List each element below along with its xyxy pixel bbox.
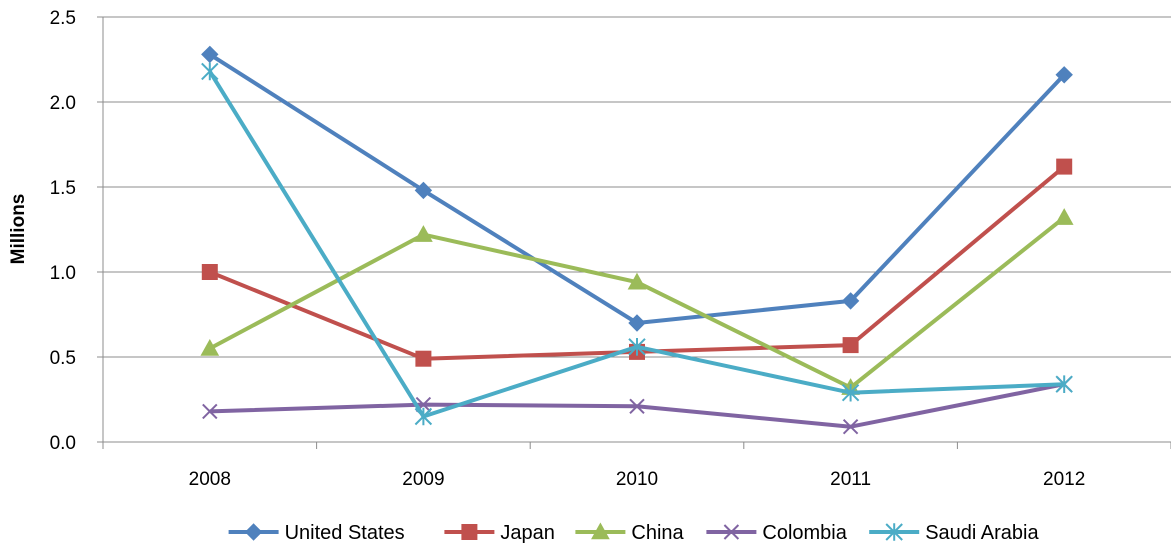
- data-point-saudi-arabia: [841, 383, 860, 402]
- series-layer: [200, 45, 1074, 435]
- y-tick-labels: 0.0 0.5 1.0 1.5 2.0 2.5: [50, 8, 76, 454]
- y-tick-label: 2.5: [50, 8, 76, 29]
- x-tick-label: 2012: [1043, 469, 1085, 490]
- legend-label: United States: [285, 522, 405, 544]
- legend-marker: [461, 524, 478, 540]
- legend-marker: [885, 523, 903, 541]
- series-united-states: [201, 45, 1073, 332]
- series-line-china: [208, 216, 1066, 390]
- legend-label: Saudi Arabia: [925, 522, 1039, 544]
- series-china: [200, 208, 1074, 395]
- x-tick-label: 2009: [402, 469, 444, 490]
- data-point-colombia: [629, 398, 645, 415]
- y-tick-label: 0.5: [50, 348, 76, 369]
- axes: [97, 16, 1171, 449]
- data-point-saudi-arabia: [414, 407, 433, 426]
- gridlines: [103, 16, 1171, 358]
- data-point-saudi-arabia: [628, 338, 646, 356]
- data-point-united-states: [1055, 66, 1073, 84]
- data-point-china: [200, 338, 220, 356]
- y-tick-label: 0.0: [50, 433, 76, 454]
- legend-item-united-states: United States: [228, 522, 405, 544]
- x-tick-label: 2008: [189, 469, 231, 490]
- data-point-colombia: [202, 403, 218, 420]
- series-colombia: [202, 376, 1072, 435]
- legend-label: China: [631, 522, 684, 544]
- data-point-united-states: [201, 45, 219, 64]
- data-point-japan: [842, 337, 859, 354]
- x-tick-labels: 2008 2009 2010 2011 2012: [189, 469, 1086, 490]
- legend-label: Japan: [500, 522, 555, 544]
- legend-label: Colombia: [762, 522, 847, 544]
- data-point-united-states: [628, 314, 646, 332]
- data-point-saudi-arabia: [201, 62, 219, 81]
- y-tick-label: 1.0: [50, 263, 76, 284]
- legend-item-china: China: [575, 522, 685, 544]
- data-point-japan: [1056, 158, 1073, 175]
- x-tick-label: 2010: [616, 469, 658, 490]
- data-point-japan: [201, 264, 218, 280]
- y-axis-title: Millions: [8, 194, 29, 265]
- x-tick-label: 2011: [830, 469, 871, 490]
- data-point-china: [414, 225, 433, 242]
- legend-marker: [723, 524, 740, 540]
- data-point-united-states: [414, 181, 433, 200]
- legend-item-saudi-arabia: Saudi Arabia: [869, 522, 1039, 544]
- data-point-japan: [415, 350, 432, 367]
- legend: United States Japan China Colombia Saudi Ara…: [228, 522, 1039, 544]
- data-point-united-states: [841, 292, 860, 310]
- legend-item-japan: Japan: [444, 522, 555, 544]
- y-tick-label: 1.5: [50, 178, 76, 199]
- legend-marker: [591, 522, 610, 540]
- series-japan: [201, 158, 1073, 367]
- data-point-colombia: [842, 418, 859, 435]
- legend-marker: [244, 523, 263, 541]
- data-point-china: [1054, 208, 1074, 225]
- series-saudi-arabia: [201, 62, 1073, 426]
- data-point-saudi-arabia: [1055, 375, 1073, 393]
- series-line-saudi-arabia: [208, 70, 1065, 419]
- data-point-china: [627, 272, 647, 290]
- y-tick-label: 2.0: [50, 93, 76, 114]
- legend-item-colombia: Colombia: [706, 522, 848, 544]
